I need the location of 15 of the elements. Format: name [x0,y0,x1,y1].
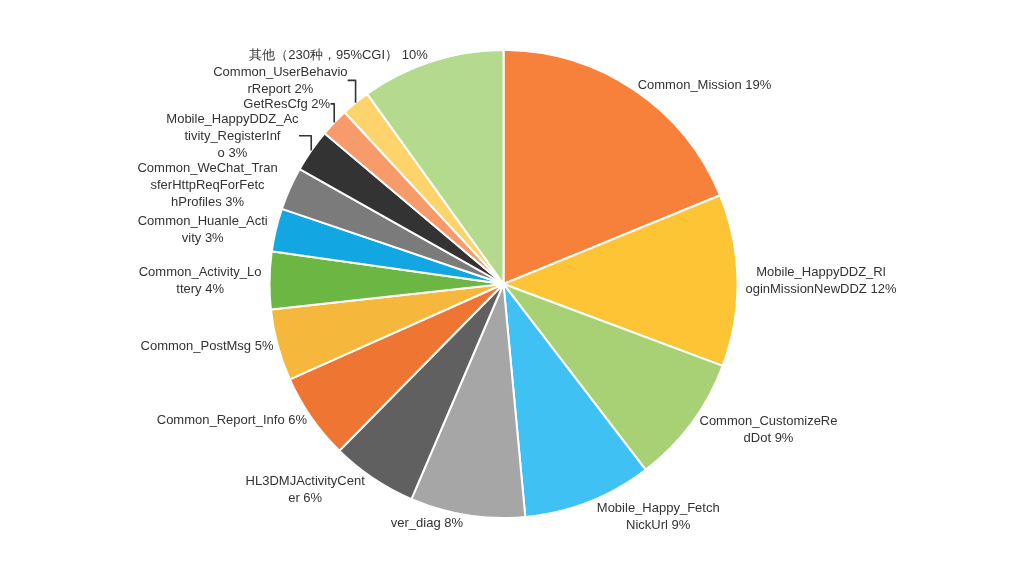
slice-label: Common_UserBehaviorReport 2% [213,64,348,97]
slice-label: GetResCfg 2% [243,96,331,112]
slice-label: Common_Report_Info 6% [156,412,308,428]
slice-label: Common_CustomizeRedDot 9% [699,413,838,445]
slice-label: Mobile_HappyDDZ_RloginMissionNewDDZ 12% [745,264,897,297]
slice-label: Mobile_Happy_FetchNickUrl 9% [596,499,720,532]
slice-label: Mobile_HappyDDZ_Activity_RegisterInfo 3% [166,111,300,161]
slice-label: Common_WeChat_TransferHttpReqForFetchProfiles 3% [137,160,278,209]
slice-label: Common_Mission 19% [637,77,772,93]
slice-label: HL3DMJActivityCenter 6% [245,473,366,506]
slice-label: Common_Huanle_Activity 3% [137,213,268,245]
slice-label: Common_PostMsg 5% [140,338,274,354]
slice-label: Common_Activity_Lottery 4% [138,264,262,297]
slice-label: ver_diag 8% [390,515,464,530]
slice-label: 其他（230种，95%CGI） 10% [249,46,429,62]
